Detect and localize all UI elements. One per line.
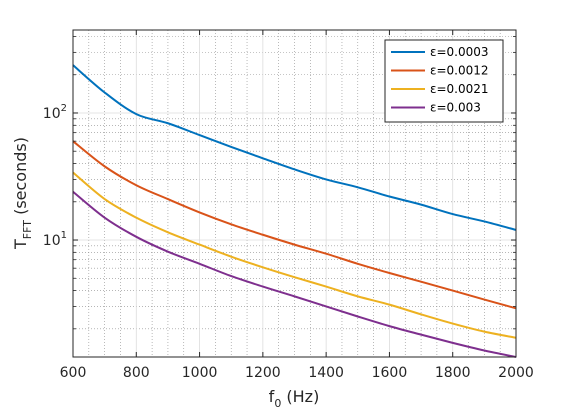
legend-entry-label: ε=0.003: [430, 101, 481, 115]
plot-frame: [72, 29, 517, 358]
x-tick-label: 800: [123, 365, 150, 381]
x-tick-label: 1000: [182, 365, 218, 381]
legend-entry-label: ε=0.0012: [430, 64, 489, 78]
y-tick-label: 101: [43, 230, 67, 249]
x-tick-label: 2000: [498, 365, 534, 381]
series-line-4: [72, 190, 517, 358]
x-tick-label: 1600: [372, 365, 408, 381]
axes: 600 800 1000 1200 1400 1600 1800 2000 101 102: [43, 30, 534, 381]
x-axis-label: f0 (Hz): [269, 387, 320, 410]
x-tick-label: 1400: [308, 365, 344, 381]
series-line-3: [72, 171, 517, 339]
grid: [72, 30, 517, 357]
series-line-2: [72, 140, 517, 310]
x-tick-label: 1800: [435, 365, 471, 381]
x-tick-label: 600: [60, 365, 87, 381]
series-line-1: [72, 64, 517, 231]
legend-entry-label: ε=0.0021: [430, 82, 489, 96]
x-tick-label: 1200: [245, 365, 281, 381]
series-lines: [72, 64, 517, 358]
y-tick-label: 102: [43, 103, 67, 122]
y-axis-label: TFFT (seconds): [11, 137, 34, 250]
legend-entry-label: ε=0.0003: [430, 45, 489, 59]
legend: ε=0.0003 ε=0.0012 ε=0.0021 ε=0.003: [384, 39, 504, 123]
